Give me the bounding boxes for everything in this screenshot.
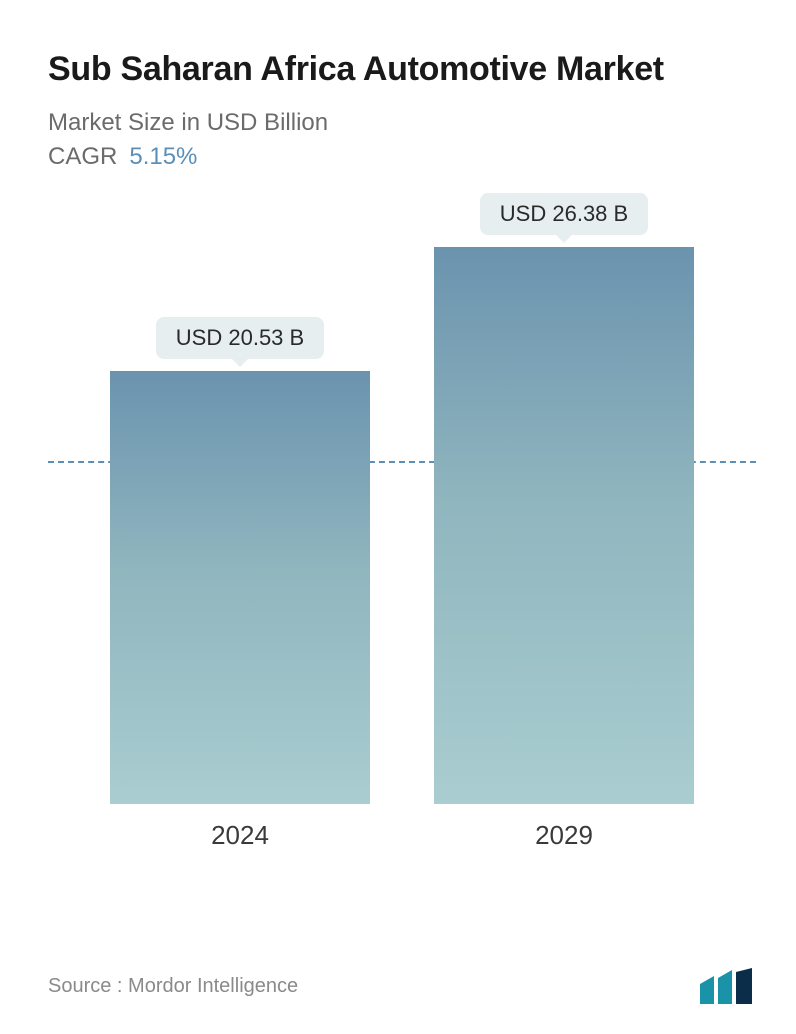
bar bbox=[434, 247, 694, 803]
value-pill: USD 20.53 B bbox=[156, 317, 324, 359]
chart-area: USD 20.53 B2024USD 26.38 B2029 bbox=[48, 211, 756, 939]
value-pill: USD 26.38 B bbox=[480, 193, 648, 235]
chart-title: Sub Saharan Africa Automotive Market bbox=[48, 48, 756, 91]
year-label: 2024 bbox=[211, 820, 269, 851]
chart-footer: Source : Mordor Intelligence bbox=[48, 958, 756, 1004]
chart-subtitle: Market Size in USD Billion bbox=[48, 109, 756, 137]
bar-group-2029: USD 26.38 B 2029 bbox=[424, 193, 704, 850]
cagr-value: 5.15% bbox=[129, 143, 197, 171]
bar bbox=[110, 371, 370, 804]
cagr-row: CAGR 5.15% bbox=[48, 143, 756, 171]
bars-row: USD 20.53 B2024USD 26.38 B2029 bbox=[48, 211, 756, 851]
brand-logo-icon bbox=[696, 968, 756, 1004]
bar-group-2024: USD 20.53 B 2024 bbox=[100, 317, 380, 851]
source-label: Source : Mordor Intelligence bbox=[48, 975, 298, 998]
year-label: 2029 bbox=[535, 820, 593, 851]
chart-container: Sub Saharan Africa Automotive Market Mar… bbox=[0, 0, 796, 1034]
cagr-label: CAGR bbox=[48, 143, 117, 171]
